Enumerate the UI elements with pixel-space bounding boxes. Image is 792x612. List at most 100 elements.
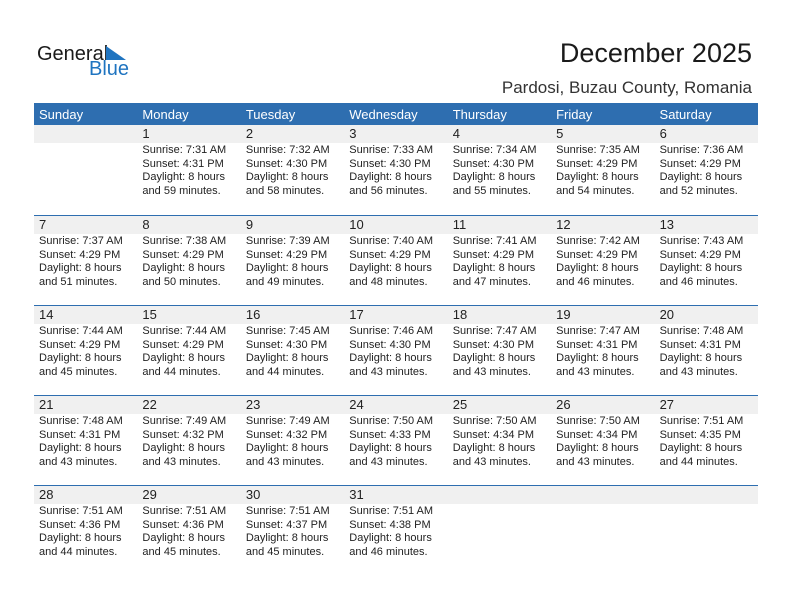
week-row: 7 Sunrise: 7:37 AM Sunset: 4:29 PM Dayli… <box>34 215 758 305</box>
day-cell: 30 Sunrise: 7:51 AM Sunset: 4:37 PM Dayl… <box>241 486 344 576</box>
day-number: 12 <box>556 217 571 232</box>
daylight-text: Daylight: 8 hours <box>452 171 536 183</box>
day-number: 20 <box>659 307 675 322</box>
sunrise-text: Sunrise: 7:46 AM <box>349 325 434 337</box>
daylight-minutes-text: and 46 minutes. <box>556 275 635 288</box>
weekday-saturday: Saturday <box>659 107 712 122</box>
sunset-text: Sunset: 4:29 PM <box>659 157 741 170</box>
logo-text-blue: Blue <box>89 58 130 80</box>
sunset-text: Sunset: 4:31 PM <box>556 338 638 351</box>
daylight-minutes-text: and 56 minutes. <box>349 184 428 197</box>
daylight-minutes-text: and 59 minutes. <box>142 184 221 197</box>
daylight-minutes-text: and 43 minutes. <box>349 365 428 378</box>
daylight-text: Daylight: 8 hours <box>245 442 329 454</box>
sunrise-text: Sunrise: 7:51 AM <box>659 415 744 427</box>
day-cell: 27 Sunrise: 7:51 AM Sunset: 4:35 PM Dayl… <box>655 396 758 486</box>
sunset-text: Sunset: 4:29 PM <box>349 248 431 261</box>
daylight-text: Daylight: 8 hours <box>142 352 225 364</box>
daylight-minutes-text: and 52 minutes. <box>659 184 738 197</box>
sunset-text: Sunset: 4:37 PM <box>245 518 328 531</box>
day-number: 22 <box>142 397 157 412</box>
day-cell: 9 Sunrise: 7:39 AM Sunset: 4:29 PM Dayli… <box>241 216 344 306</box>
daylight-minutes-text: and 54 minutes. <box>556 184 635 197</box>
day-number: 3 <box>349 126 357 141</box>
day-number: 23 <box>245 397 261 412</box>
week-row: 21 Sunrise: 7:48 AM Sunset: 4:31 PM Dayl… <box>34 395 758 485</box>
daylight-text: Daylight: 8 hours <box>659 171 743 183</box>
sunrise-text: Sunrise: 7:47 AM <box>556 325 640 337</box>
day-cell: 7 Sunrise: 7:37 AM Sunset: 4:29 PM Dayli… <box>34 216 137 306</box>
daylight-text: Daylight: 8 hours <box>556 442 639 454</box>
sunset-text: Sunset: 4:34 PM <box>452 428 535 441</box>
day-number: 6 <box>659 126 667 141</box>
weekday-wednesday: Wednesday <box>349 107 418 122</box>
day-number: 17 <box>349 307 364 322</box>
day-cell: 18 Sunrise: 7:47 AM Sunset: 4:30 PM Dayl… <box>448 306 551 396</box>
sunrise-text: Sunrise: 7:34 AM <box>452 144 537 156</box>
daylight-minutes-text: and 43 minutes. <box>142 455 221 468</box>
day-number: 27 <box>659 397 675 412</box>
daylight-text: Daylight: 8 hours <box>142 532 225 544</box>
day-cell: 14 Sunrise: 7:44 AM Sunset: 4:29 PM Dayl… <box>34 306 137 396</box>
daylight-text: Daylight: 8 hours <box>349 262 432 274</box>
day-number: 18 <box>452 307 468 322</box>
sunset-text: Sunset: 4:29 PM <box>245 248 328 261</box>
weekday-friday: Friday <box>556 107 593 122</box>
day-cell: 12 Sunrise: 7:42 AM Sunset: 4:29 PM Dayl… <box>551 216 654 306</box>
daylight-text: Daylight: 8 hours <box>245 352 329 364</box>
sunrise-text: Sunrise: 7:49 AM <box>142 415 227 427</box>
day-number: 1 <box>142 126 150 141</box>
daylight-minutes-text: and 43 minutes. <box>556 455 635 468</box>
daylight-minutes-text: and 46 minutes. <box>659 275 738 288</box>
day-number: 15 <box>142 307 157 322</box>
day-number: 16 <box>245 307 261 322</box>
sunset-text: Sunset: 4:29 PM <box>142 248 224 261</box>
daylight-minutes-text: and 50 minutes. <box>142 275 221 288</box>
day-number: 19 <box>556 307 571 322</box>
day-cell: 22 Sunrise: 7:49 AM Sunset: 4:32 PM Dayl… <box>137 396 240 486</box>
day-number: 8 <box>142 217 150 232</box>
day-cell: 25 Sunrise: 7:50 AM Sunset: 4:34 PM Dayl… <box>448 396 551 486</box>
sunset-text: Sunset: 4:29 PM <box>659 248 741 261</box>
daylight-text: Daylight: 8 hours <box>349 532 432 544</box>
sunset-text: Sunset: 4:36 PM <box>39 518 121 531</box>
day-cell: 20 Sunrise: 7:48 AM Sunset: 4:31 PM Dayl… <box>655 306 758 396</box>
day-cell: 31 Sunrise: 7:51 AM Sunset: 4:38 PM Dayl… <box>344 486 447 576</box>
sunrise-text: Sunrise: 7:44 AM <box>142 325 227 337</box>
day-number: 31 <box>349 487 364 502</box>
daylight-minutes-text: and 49 minutes. <box>245 275 325 288</box>
logo-triangle-icon <box>106 46 126 60</box>
day-number: 13 <box>659 217 675 232</box>
sunrise-text: Sunrise: 7:38 AM <box>142 235 227 247</box>
day-number: 29 <box>142 487 157 502</box>
daylight-minutes-text: and 46 minutes. <box>349 545 428 558</box>
day-number: 4 <box>452 126 460 141</box>
day-number: 7 <box>39 217 47 232</box>
day-cell: 17 Sunrise: 7:46 AM Sunset: 4:30 PM Dayl… <box>344 306 447 396</box>
day-number: 14 <box>39 307 54 322</box>
daylight-minutes-text: and 43 minutes. <box>452 365 531 378</box>
day-cell: 2 Sunrise: 7:32 AM Sunset: 4:30 PM Dayli… <box>241 125 344 215</box>
weekday-tuesday: Tuesday <box>245 107 296 122</box>
day-number: 2 <box>245 126 254 141</box>
daylight-text: Daylight: 8 hours <box>142 442 225 454</box>
sunset-text: Sunset: 4:29 PM <box>556 248 638 261</box>
day-cell: 21 Sunrise: 7:48 AM Sunset: 4:31 PM Dayl… <box>34 396 137 486</box>
sunrise-text: Sunrise: 7:44 AM <box>39 325 123 337</box>
sunrise-text: Sunrise: 7:50 AM <box>349 415 434 427</box>
sunset-text: Sunset: 4:36 PM <box>142 518 224 531</box>
sunrise-text: Sunrise: 7:43 AM <box>659 235 744 247</box>
daylight-minutes-text: and 44 minutes. <box>245 365 325 378</box>
sunset-text: Sunset: 4:30 PM <box>349 338 431 351</box>
daylight-text: Daylight: 8 hours <box>245 262 329 274</box>
sunrise-text: Sunrise: 7:49 AM <box>245 415 330 427</box>
day-cell: 16 Sunrise: 7:45 AM Sunset: 4:30 PM Dayl… <box>241 306 344 396</box>
sunrise-text: Sunrise: 7:48 AM <box>659 325 744 337</box>
sunset-text: Sunset: 4:31 PM <box>659 338 741 351</box>
daylight-minutes-text: and 55 minutes. <box>452 184 531 197</box>
day-cell: 28 Sunrise: 7:51 AM Sunset: 4:36 PM Dayl… <box>34 486 137 576</box>
sunset-text: Sunset: 4:31 PM <box>39 428 121 441</box>
daylight-text: Daylight: 8 hours <box>452 352 536 364</box>
daylight-text: Daylight: 8 hours <box>39 532 122 544</box>
